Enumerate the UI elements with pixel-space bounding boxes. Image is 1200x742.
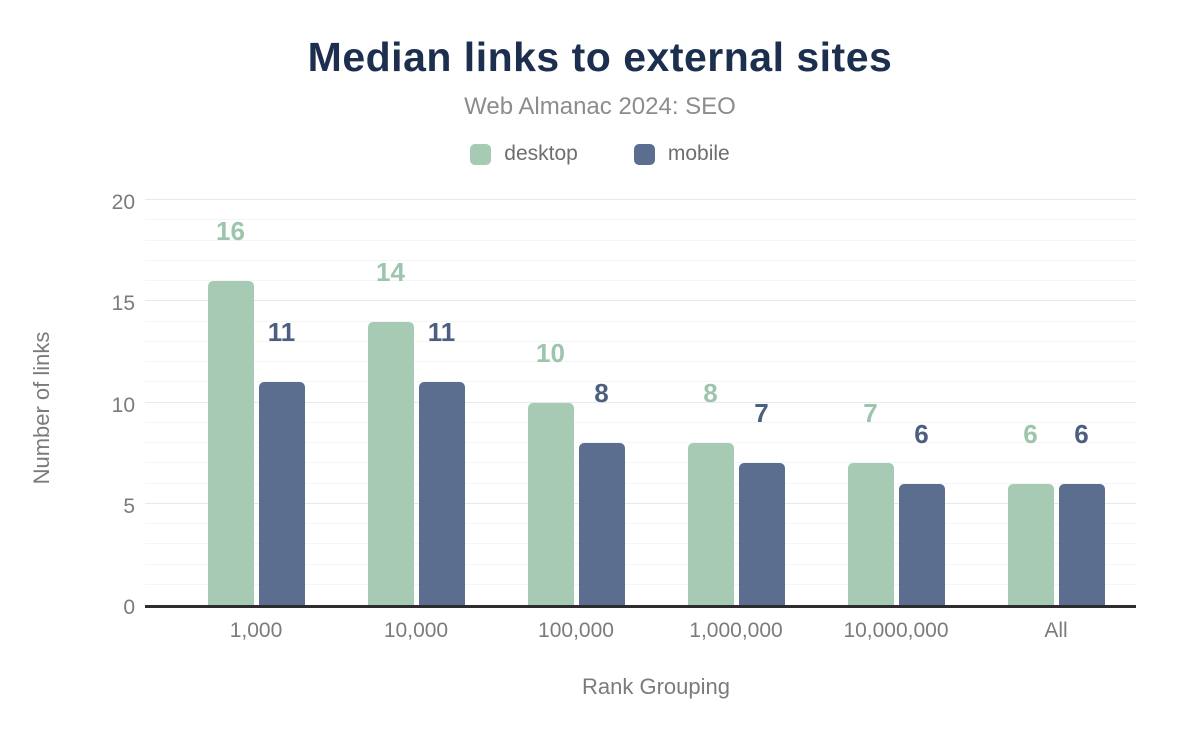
x-tick-label: 1,000 [229, 619, 283, 642]
bar-slot: 6 [1058, 203, 1105, 605]
bar-desktop [687, 443, 734, 605]
bar-mobile [258, 382, 305, 605]
bar-desktop [527, 402, 574, 605]
y-tick-label: 15 [111, 292, 135, 316]
bar-group: 10 8 [496, 203, 656, 605]
bar-desktop [367, 321, 414, 605]
legend: desktop mobile [0, 142, 1200, 166]
bar-slot: 6 [1007, 203, 1054, 605]
gridline [145, 361, 1136, 362]
bar-slot: 14 [367, 203, 414, 605]
bar-value-label: 10 [536, 337, 565, 368]
bar-slot: 10 [527, 203, 574, 605]
bar-slot: 7 [847, 203, 894, 605]
gridline [145, 563, 1136, 565]
bar-slot: 8 [687, 203, 734, 605]
x-tick-label: 10,000,000 [843, 619, 949, 642]
gridline [145, 462, 1136, 464]
y-tick-label: 20 [111, 191, 135, 214]
mobile-swatch-icon [633, 143, 655, 165]
bar-mobile [578, 443, 625, 605]
gridline [145, 523, 1136, 524]
bar-value-label: 16 [216, 216, 245, 246]
bar-value-label: 8 [594, 378, 609, 408]
x-axis-title: Rank Grouping [582, 674, 730, 699]
x-tick-label: 100,000 [538, 619, 614, 642]
bar-slot: 6 [898, 203, 945, 605]
bar-slot: 16 [207, 203, 254, 605]
gridline [145, 421, 1136, 423]
bar-mobile [1058, 483, 1105, 605]
y-tick-label: 5 [123, 494, 135, 518]
bar-value-label: 8 [703, 378, 718, 408]
bar-mobile [738, 463, 785, 605]
bars: 16 11 14 11 10 8 8 7 7 6 6 6 [176, 203, 1136, 605]
bar-value-label: 7 [754, 398, 769, 429]
gridline [145, 401, 1136, 403]
bar-slot: 11 [418, 203, 465, 605]
y-axis-title: Number of links [29, 331, 54, 485]
legend-item-desktop: desktop [470, 142, 578, 166]
desktop-swatch-icon [470, 143, 492, 165]
bar-desktop [207, 281, 254, 605]
gridline [145, 259, 1136, 261]
legend-label: mobile [667, 142, 730, 165]
chart-title: Median links to external sites [307, 34, 893, 80]
x-tick-label: All [1044, 619, 1068, 642]
legend-label: desktop [504, 142, 578, 165]
gridline [145, 442, 1136, 443]
chart-subtitle: Web Almanac 2024: SEO [464, 93, 736, 120]
gridline [145, 340, 1136, 342]
plot-area: 16 11 14 11 10 8 8 7 7 6 6 6 [145, 199, 1136, 608]
bar-value-label: 6 [1023, 418, 1038, 449]
bar-mobile [418, 382, 465, 605]
gridline [145, 320, 1136, 322]
gridline [145, 239, 1136, 241]
bar-mobile [898, 483, 945, 605]
bar-value-label: 11 [267, 317, 296, 348]
bar-slot: 8 [578, 203, 625, 605]
bar-value-label: 6 [1074, 418, 1089, 449]
gridline [145, 381, 1136, 383]
y-tick-label: 10 [111, 393, 135, 417]
legend-item-mobile: mobile [633, 142, 730, 166]
x-tick-label: 1,000,000 [689, 619, 783, 642]
bar-slot: 11 [258, 203, 305, 605]
bar-value-label: 14 [376, 256, 405, 287]
gridline [145, 219, 1136, 221]
gridline [145, 543, 1136, 545]
bar-group: 14 11 [336, 203, 496, 605]
bar-value-label: 6 [914, 418, 929, 449]
x-tick-label: 10,000 [383, 619, 449, 642]
bar-desktop [1007, 483, 1054, 605]
bar-value-label: 11 [427, 317, 456, 348]
x-axis-ticks: 1,000 10,000 100,000 1,000,000 10,000,000 All [176, 619, 1136, 643]
bar-desktop [847, 463, 894, 605]
y-tick-label: 0 [123, 596, 135, 619]
bar-group: 16 11 [176, 203, 336, 605]
gridline [145, 300, 1136, 302]
bar-value-label: 7 [863, 398, 878, 429]
gridline [145, 280, 1136, 281]
gridline [145, 482, 1136, 484]
gridline [145, 199, 1136, 200]
gridline [145, 502, 1136, 504]
y-axis-ticks: 0 5 10 15 20 [55, 191, 135, 619]
gridline [145, 583, 1136, 585]
bar-slot: 7 [738, 203, 785, 605]
